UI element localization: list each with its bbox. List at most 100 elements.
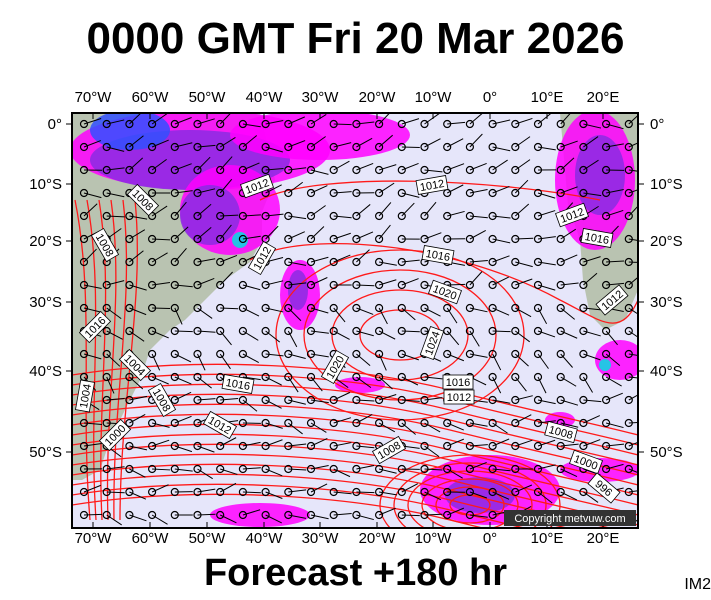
station-circle xyxy=(306,188,316,198)
station-circle xyxy=(216,303,225,313)
station-circle xyxy=(397,165,406,175)
station-circle xyxy=(193,188,202,198)
wind-barb xyxy=(401,307,416,321)
station-circle xyxy=(465,487,474,497)
wind-barb xyxy=(219,178,233,194)
wind-barb xyxy=(560,228,577,240)
wind-barb xyxy=(628,276,638,286)
wind-barb xyxy=(469,113,484,125)
station-circle xyxy=(216,257,225,267)
wind-barb xyxy=(537,376,547,394)
wind-barb xyxy=(197,376,212,389)
station-circle xyxy=(601,349,611,359)
station-circle xyxy=(397,280,406,290)
station-circle xyxy=(329,441,338,451)
station-circle xyxy=(306,303,316,313)
station-circle xyxy=(624,303,633,313)
station-circle xyxy=(511,326,520,336)
station-circle xyxy=(125,326,134,336)
station-circle xyxy=(329,142,338,152)
station-circle xyxy=(193,441,202,451)
station-circle xyxy=(443,464,452,474)
station-circle xyxy=(193,464,202,474)
wind-barb xyxy=(447,283,466,286)
station-circle xyxy=(420,165,429,175)
station-circle xyxy=(420,487,429,497)
precipitation-area xyxy=(288,270,308,310)
isobar xyxy=(72,413,638,486)
isobar xyxy=(393,462,547,528)
wind-barb xyxy=(242,330,259,341)
wind-barb xyxy=(424,445,440,458)
wind-barb xyxy=(424,307,441,317)
wind-barb xyxy=(129,376,144,390)
wind-barb xyxy=(174,330,193,333)
lon-tick-label: 10°E xyxy=(531,530,564,547)
station-circle xyxy=(79,119,89,129)
wind-barb xyxy=(583,159,599,171)
wind-barb xyxy=(129,135,144,148)
station-circle xyxy=(511,119,520,129)
station-circle xyxy=(556,303,565,313)
station-circle xyxy=(170,326,179,336)
station-circle xyxy=(352,510,361,520)
station-circle xyxy=(306,372,316,382)
station-circle xyxy=(148,257,157,267)
station-circle xyxy=(102,510,111,520)
wind-barb xyxy=(424,138,441,148)
wind-barb xyxy=(219,353,231,370)
station-circle xyxy=(261,142,270,152)
station-circle xyxy=(261,510,270,520)
station-circle xyxy=(465,349,474,359)
station-circle xyxy=(375,257,384,267)
station-circle xyxy=(443,510,452,520)
station-circle xyxy=(216,142,225,152)
wind-barb xyxy=(333,468,351,478)
station-circle xyxy=(238,510,247,520)
isobar-label: 1016 xyxy=(221,374,255,394)
wind-barb xyxy=(83,203,98,217)
station-circle xyxy=(397,211,406,221)
lon-tick-label: 20°E xyxy=(587,89,620,106)
wind-barb xyxy=(174,391,192,401)
wind-barb xyxy=(265,330,281,343)
station-circle xyxy=(465,510,474,520)
wind-barb xyxy=(537,307,548,325)
station-circle xyxy=(306,234,316,244)
lat-tick-label: 40°S xyxy=(29,363,62,380)
station-circle xyxy=(375,211,384,221)
station-circle xyxy=(533,487,543,497)
svg-text:1004: 1004 xyxy=(78,383,94,409)
station-circle xyxy=(193,280,202,290)
station-circle xyxy=(148,372,157,382)
isobar xyxy=(106,199,117,521)
station-circle xyxy=(375,119,384,129)
wind-barb xyxy=(197,156,211,171)
station-circle xyxy=(125,395,134,405)
station-circle xyxy=(216,349,225,359)
station-circle xyxy=(170,418,179,428)
station-circle xyxy=(329,464,338,474)
station-circle xyxy=(556,349,565,359)
wind-barb xyxy=(356,413,373,424)
wind-barb xyxy=(628,114,638,125)
wind-barb xyxy=(446,138,464,148)
station-circle xyxy=(284,280,293,290)
station-circle xyxy=(624,418,633,428)
station-circle xyxy=(375,349,384,359)
station-circle xyxy=(556,188,565,198)
station-circle xyxy=(420,441,429,451)
station-circle xyxy=(488,326,497,336)
wind-barb xyxy=(242,307,260,317)
station-circle xyxy=(79,211,89,221)
station-circle xyxy=(375,326,384,336)
wind-barb xyxy=(333,391,351,401)
wind-barb xyxy=(356,204,371,217)
station-circle xyxy=(579,418,588,428)
station-circle xyxy=(125,372,134,382)
station-circle xyxy=(238,165,247,175)
station-circle xyxy=(329,418,338,428)
station-circle xyxy=(238,418,247,428)
station-circle xyxy=(306,395,316,405)
